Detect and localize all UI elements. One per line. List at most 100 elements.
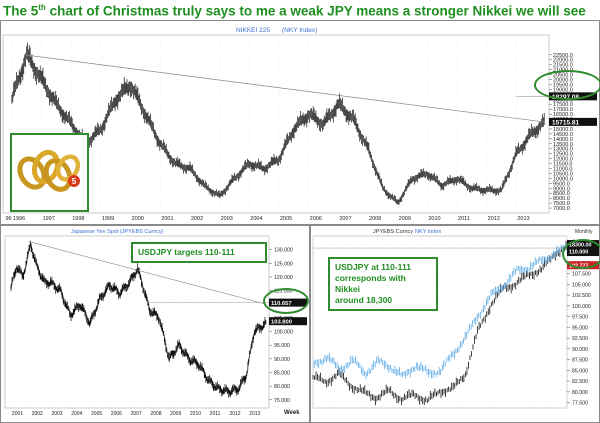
overlay-y-tick: 90.000 xyxy=(572,347,588,353)
overlay-title-a: JPYEBS Curncy xyxy=(373,229,413,235)
nikkei-y-tick: 7000.0 xyxy=(553,206,570,212)
usdjpy-x-tick: 2003 xyxy=(51,411,62,417)
nikkei-y-tick: 9000.0 xyxy=(553,186,570,192)
nikkei-y-tick: 12500.0 xyxy=(553,152,573,158)
usdjpy-week-label: Week xyxy=(284,410,300,416)
nikkei-x-tick: 1997 xyxy=(43,216,55,222)
nikkei-y-tick: 13000.0 xyxy=(553,147,573,153)
overlay-chart-panel: 77.500 80.000 82.500 85.000 87.500 90.000 92.5… xyxy=(310,225,600,423)
overlay-monthly-label: Monthly xyxy=(575,229,593,235)
usdjpy-x-tick: 2010 xyxy=(190,411,201,417)
overlay-target-circle xyxy=(562,239,600,269)
overlay-y-tick: 77.500 xyxy=(572,401,588,407)
overlay-y-tick: 85.000 xyxy=(572,368,588,374)
svg-text:5: 5 xyxy=(72,177,77,186)
nikkei-y-tick: 14000.0 xyxy=(553,137,573,143)
gold-rings-icon: 5 xyxy=(10,133,89,212)
overlay-chart: 77.500 80.000 82.500 85.000 87.500 90.000 92.5… xyxy=(312,229,599,409)
nikkei-y-tick: 16500.0 xyxy=(553,112,573,118)
nikkei-y-tick: 11500.0 xyxy=(553,162,572,168)
nikkei-x-tick: 2005 xyxy=(280,216,292,222)
overlay-y-tick: 107.500 xyxy=(572,272,591,278)
usdjpy-target-callout: USDJPY targets 110-111 xyxy=(131,242,267,263)
usdjpy-y-tick: 95.000 xyxy=(274,343,290,349)
nikkei-last-marker xyxy=(549,117,597,126)
nikkei-x-tick: 2010 xyxy=(428,216,440,222)
nikkei-y-tick: 12000.0 xyxy=(553,157,573,163)
overlay-y-tick: 92.500 xyxy=(572,336,588,342)
overlay-y-tick: 95.000 xyxy=(572,325,588,331)
usdjpy-x-tick: 2012 xyxy=(229,411,240,417)
overlay-callout: USDJPY at 110-111 corresponds with Nikke… xyxy=(328,257,438,311)
nikkei-x-tick: 96 xyxy=(5,216,11,222)
nikkei-y-tick: 8000.0 xyxy=(553,196,570,202)
nikkei-y-tick: 13500.0 xyxy=(553,142,573,148)
nikkei-y-tick: 15000.0 xyxy=(553,127,573,133)
usdjpy-x-tick: 2004 xyxy=(71,411,82,417)
nikkei-trendline xyxy=(23,54,545,123)
nikkei-y-tick: 9500.0 xyxy=(553,181,570,187)
nikkei-y-tick: 7500.0 xyxy=(553,201,570,207)
nikkei-title-ticker: (NKY Index) xyxy=(282,27,317,34)
nikkei-x-tick: 2002 xyxy=(191,216,203,222)
usdjpy-y-tick: 100.000 xyxy=(274,330,293,336)
nikkei-x-tick: 1998 xyxy=(72,216,84,222)
nikkei-y-tick: 8500.0 xyxy=(553,191,570,197)
usdjpy-x-tick: 2008 xyxy=(150,411,161,417)
usdjpy-x-tick: 2002 xyxy=(32,411,43,417)
nikkei-last-label: 15715.81 xyxy=(552,119,579,126)
nikkei-y-tick: 21500.0 xyxy=(553,63,573,69)
usdjpy-x-tick: 2001 xyxy=(12,411,23,417)
usdjpy-trendline xyxy=(28,241,267,305)
nikkei-y-tick: 22500.0 xyxy=(553,53,573,59)
nikkei-x-tick: 2011 xyxy=(458,216,470,222)
usdjpy-x-tick: 2011 xyxy=(210,411,221,417)
nikkei-x-tick: 1996 xyxy=(13,216,25,222)
nikkei-y-tick: 22000.0 xyxy=(553,58,573,64)
nikkei-chart: 96 1996 1997 1998 1999 2000 2001 2002 2003 2004 20… xyxy=(2,27,597,222)
nikkei-y-tick: 10500.0 xyxy=(553,171,573,177)
nikkei-x-tick: 2012 xyxy=(488,216,500,222)
usdjpy-title: Japanese Yen Spot (JPYEBS Curncy) xyxy=(71,229,164,235)
overlay-y-tick: 102.500 xyxy=(572,293,591,299)
nikkei-x-tick: 2006 xyxy=(310,216,322,222)
usdjpy-y-tick: 80.000 xyxy=(274,384,290,390)
usdjpy-target-circle xyxy=(263,288,309,314)
overlay-y-tick: 82.500 xyxy=(572,379,588,385)
nikkei-y-tick: 10000.0 xyxy=(553,176,573,182)
overlay-y-tick: 80.000 xyxy=(572,390,588,396)
usdjpy-x-tick: 2005 xyxy=(91,411,102,417)
usdjpy-y-tick: 85.000 xyxy=(274,371,290,377)
nikkei-y-tick: 17500.0 xyxy=(553,102,573,108)
nikkei-x-tick: 2004 xyxy=(250,216,262,222)
usdjpy-last-label: 103.800 xyxy=(271,319,292,325)
overlay-y-tick: 97.500 xyxy=(572,315,588,321)
nikkei-x-tick: 1999 xyxy=(102,216,114,222)
nikkei-y-tick: 11000.0 xyxy=(553,167,572,173)
usdjpy-y-tick: 75.000 xyxy=(274,398,290,404)
nikkei-x-tick: 2001 xyxy=(161,216,173,222)
nikkei-y-tick: 14500.0 xyxy=(553,132,573,138)
nikkei-x-tick: 2000 xyxy=(132,216,144,222)
nikkei-target-circle xyxy=(534,70,600,100)
nikkei-chart-panel: 96 1996 1997 1998 1999 2000 2001 2002 2003 2004 20… xyxy=(0,20,600,225)
nikkei-x-tick: 2009 xyxy=(399,216,411,222)
overlay-y-tick: 87.500 xyxy=(572,358,588,364)
nikkei-x-tick: 2008 xyxy=(369,216,381,222)
usdjpy-chart: 2001 2002 2003 2004 2005 2006 2007 2008 2009 2010… xyxy=(4,229,307,417)
usdjpy-y-tick: 90.000 xyxy=(274,357,290,363)
usdjpy-y-tick: 125.000 xyxy=(274,261,293,267)
usdjpy-x-tick: 2007 xyxy=(131,411,142,417)
usdjpy-x-tick: 2013 xyxy=(249,411,260,417)
nikkei-x-tick: 2003 xyxy=(221,216,233,222)
nikkei-y-tick: 17000.0 xyxy=(553,107,573,113)
nikkei-x-tick: 2013 xyxy=(517,216,529,222)
overlay-y-tick: 100.000 xyxy=(572,304,591,310)
overlay-title-b: NKY Index xyxy=(415,229,441,235)
usdjpy-y-tick: 120.000 xyxy=(274,275,293,281)
overlay-y-tick: 105.000 xyxy=(572,282,591,288)
headline: The 5th chart of Christmas truly says to… xyxy=(3,3,586,19)
usdjpy-y-tick: 130.000 xyxy=(274,248,293,254)
usdjpy-x-tick: 2006 xyxy=(111,411,122,417)
nikkei-title: NIKKEI 225 xyxy=(236,27,270,34)
